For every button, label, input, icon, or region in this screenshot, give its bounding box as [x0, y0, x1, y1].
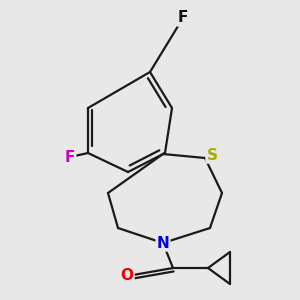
Text: O: O — [121, 268, 134, 283]
Text: F: F — [65, 149, 75, 164]
Text: S: S — [206, 148, 218, 163]
Text: F: F — [178, 11, 188, 26]
Text: N: N — [157, 236, 169, 250]
